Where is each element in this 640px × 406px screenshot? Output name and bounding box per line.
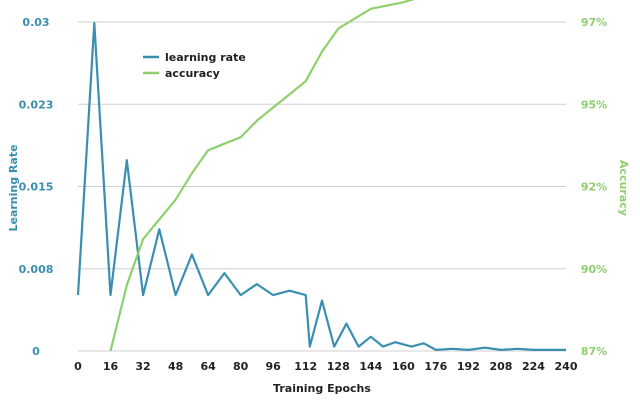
x-tick-label: 0: [74, 360, 82, 373]
y-left-tick-label: 0: [32, 345, 40, 358]
y-right-tick-labels: 87% 90% 92% 95% 97%: [581, 16, 607, 358]
x-tick-label: 48: [168, 360, 183, 373]
x-tick-labels: 0 16 32 48 64 80 96 112 128 144 160 176 192 208 224 240: [74, 360, 578, 373]
y-right-tick-label: 87%: [581, 345, 607, 358]
x-tick-label: 128: [327, 360, 350, 373]
grid-lines: [78, 21, 566, 352]
y-left-tick-label: 0.015: [19, 181, 54, 194]
y-right-tick-label: 97%: [581, 16, 607, 29]
legend: learning rate accuracy: [143, 51, 246, 80]
y-right-axis-title: Accuracy: [617, 160, 630, 216]
x-tick-label: 224: [522, 360, 545, 373]
x-tick-label: 112: [294, 360, 317, 373]
y-right-tick-label: 90%: [581, 263, 607, 276]
y-left-tick-label: 0.008: [19, 263, 54, 276]
x-axis-title: Training Epochs: [273, 382, 371, 395]
x-tick-label: 192: [457, 360, 480, 373]
x-tick-label: 144: [359, 360, 382, 373]
y-left-axis-title: Learning Rate: [7, 144, 20, 231]
x-tick-label: 208: [489, 360, 512, 373]
y-right-tick-label: 95%: [581, 98, 607, 111]
series-lines: [76, 0, 566, 352]
y-left-tick-label: 0.023: [19, 98, 54, 111]
legend-label-learning-rate: learning rate: [165, 51, 246, 64]
legend-label-accuracy: accuracy: [165, 67, 220, 80]
x-tick-label: 16: [103, 360, 119, 373]
x-tick-label: 160: [392, 360, 415, 373]
y-right-tick-label: 92%: [581, 181, 607, 194]
y-left-tick-label: 0.03: [22, 16, 49, 29]
x-tick-label: 32: [135, 360, 150, 373]
series-line-accuracy: [109, 0, 415, 352]
x-tick-label: 96: [266, 360, 282, 373]
x-tick-label: 64: [200, 360, 216, 373]
x-tick-label: 80: [233, 360, 249, 373]
legend-item-accuracy: accuracy: [143, 67, 220, 80]
y-left-tick-labels: 0 0.008 0.015 0.023 0.03: [19, 16, 54, 358]
legend-item-learning-rate: learning rate: [143, 51, 246, 64]
series-line-learning-rate: [76, 22, 566, 351]
x-tick-label: 176: [424, 360, 447, 373]
x-tick-label: 240: [555, 360, 578, 373]
